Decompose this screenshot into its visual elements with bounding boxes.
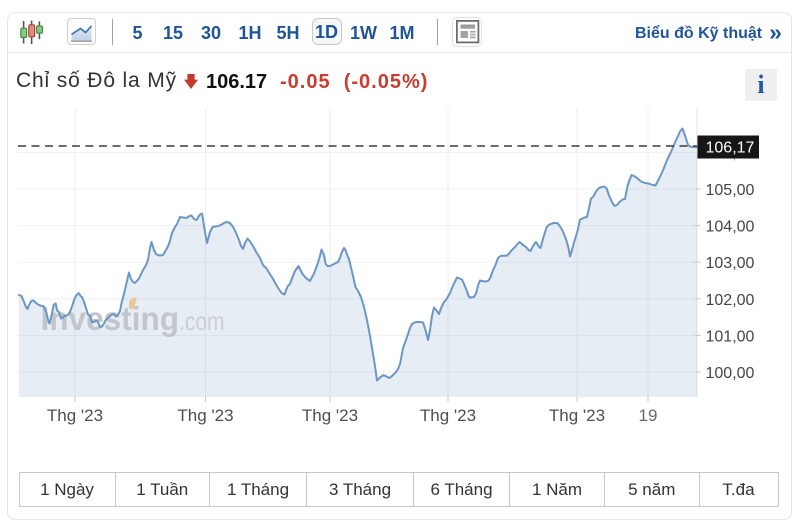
svg-text:104,00: 104,00 (706, 219, 755, 236)
svg-text:.com: .com (179, 306, 225, 336)
svg-text:Thg '23: Thg '23 (549, 406, 605, 425)
svg-text:101,00: 101,00 (706, 328, 755, 345)
svg-text:100,00: 100,00 (706, 365, 755, 382)
svg-text:Thg '23: Thg '23 (47, 406, 103, 425)
svg-text:102,00: 102,00 (706, 292, 755, 309)
svg-text:Thg '23: Thg '23 (177, 406, 233, 425)
svg-text:Investing: Investing (41, 300, 180, 337)
svg-text:19: 19 (639, 406, 658, 425)
svg-text:Thg '23: Thg '23 (420, 406, 476, 425)
svg-text:105,00: 105,00 (706, 182, 755, 199)
svg-text:103,00: 103,00 (706, 255, 755, 272)
svg-text:Thg '23: Thg '23 (302, 406, 358, 425)
svg-text:106,17: 106,17 (706, 139, 755, 156)
